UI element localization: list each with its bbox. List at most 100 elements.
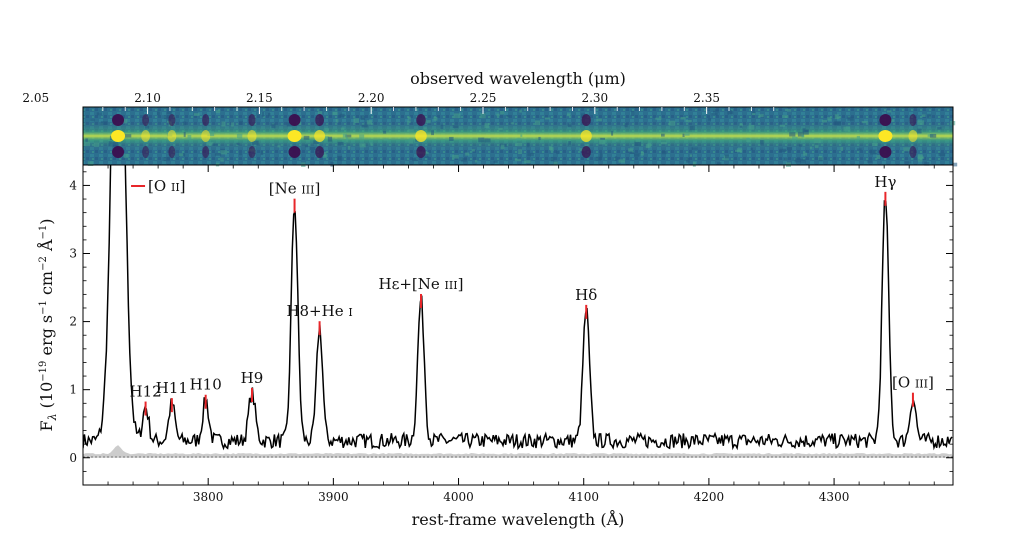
- noise-speckle: [407, 120, 411, 123]
- error-spectrum: [83, 445, 953, 458]
- noise-speckle: [640, 151, 644, 156]
- noise-speckle: [370, 142, 373, 146]
- noise-speckle: [685, 120, 692, 123]
- emission-blob: [908, 130, 918, 142]
- noise-speckle: [519, 109, 522, 113]
- noise-speckle: [498, 128, 503, 130]
- emission-blob: [167, 130, 177, 142]
- noise-speckle: [431, 130, 434, 136]
- noise-speckle: [938, 152, 946, 157]
- noise-speckle: [635, 138, 640, 143]
- noise-speckle: [813, 138, 821, 143]
- y-tick-label: 0: [69, 451, 77, 465]
- noise-speckle: [506, 114, 510, 118]
- noise-speckle: [87, 161, 94, 166]
- x-tick-label: 4200: [694, 490, 725, 504]
- noise-speckle: [794, 158, 801, 163]
- noise-speckle: [340, 127, 345, 130]
- emission-blob: [878, 130, 893, 142]
- noise-speckle: [342, 133, 347, 138]
- noise-speckle: [836, 116, 841, 119]
- noise-speckle: [212, 143, 218, 146]
- negative-trace-blob: [315, 114, 325, 126]
- noise-speckle: [214, 153, 222, 156]
- top-tick-label: 2.20: [358, 91, 385, 105]
- noise-speckle: [121, 118, 128, 124]
- noise-speckle: [927, 113, 932, 118]
- noise-speckle: [332, 111, 338, 116]
- noise-speckle: [789, 132, 796, 137]
- noise-speckle: [834, 122, 841, 125]
- noise-speckle: [645, 144, 650, 149]
- negative-trace-blob: [581, 114, 591, 126]
- noise-speckle: [524, 160, 531, 164]
- emission-blob: [415, 130, 427, 142]
- noise-speckle: [236, 142, 240, 146]
- noise-speckle: [277, 145, 281, 148]
- noise-speckle: [518, 149, 522, 154]
- noise-speckle: [515, 138, 522, 141]
- y-tick-label: 2: [69, 315, 77, 329]
- noise-speckle: [286, 122, 293, 127]
- noise-speckle: [545, 117, 551, 120]
- noise-speckle: [313, 140, 319, 144]
- noise-speckle: [872, 143, 878, 146]
- noise-speckle: [792, 136, 798, 140]
- noise-speckle: [760, 140, 764, 145]
- top-tick-label: 2.15: [246, 91, 273, 105]
- noise-speckle: [433, 117, 438, 121]
- noise-speckle: [889, 119, 894, 122]
- noise-speckle: [553, 161, 558, 166]
- top-tick-label: 2.10: [134, 91, 161, 105]
- noise-speckle: [568, 141, 571, 146]
- x-axis-title: rest-frame wavelength (Å): [412, 509, 625, 529]
- noise-speckle: [268, 113, 271, 117]
- x-tick-label: 4000: [443, 490, 474, 504]
- noise-speckle: [337, 141, 344, 145]
- noise-speckle: [534, 120, 540, 125]
- noise-speckle: [634, 141, 642, 146]
- noise-speckle: [717, 162, 722, 166]
- noise-speckle: [752, 113, 756, 116]
- noise-speckle: [953, 162, 958, 167]
- noise-speckle: [93, 142, 100, 147]
- noise-speckle: [579, 138, 583, 143]
- noise-speckle: [220, 157, 224, 162]
- noise-speckle: [345, 137, 349, 143]
- noise-speckle: [359, 134, 365, 139]
- noise-speckle: [156, 111, 160, 116]
- noise-speckle: [325, 136, 329, 140]
- negative-trace-blob: [142, 146, 150, 158]
- noise-speckle: [424, 120, 431, 124]
- negative-trace-blob: [168, 114, 176, 126]
- noise-speckle: [614, 156, 618, 161]
- noise-speckle: [797, 131, 804, 137]
- noise-speckle: [917, 120, 925, 125]
- noise-speckle: [461, 158, 467, 162]
- noise-speckle: [618, 159, 625, 163]
- noise-speckle: [322, 154, 327, 158]
- negative-trace-blob: [909, 114, 917, 126]
- noise-speckle: [330, 162, 334, 167]
- noise-speckle: [551, 156, 555, 162]
- noise-speckle: [708, 118, 712, 121]
- noise-speckle: [337, 155, 343, 161]
- noise-speckle: [221, 121, 226, 127]
- noise-speckle: [631, 110, 635, 116]
- x-tick-label: 4300: [819, 490, 850, 504]
- noise-speckle: [809, 146, 813, 149]
- noise-speckle: [449, 136, 454, 141]
- negative-trace-blob: [315, 146, 325, 158]
- noise-speckle: [252, 140, 259, 145]
- noise-speckle: [929, 134, 937, 138]
- noise-speckle: [304, 144, 308, 148]
- noise-speckle: [166, 111, 173, 115]
- noise-speckle: [99, 139, 104, 142]
- noise-speckle: [471, 149, 475, 152]
- noise-speckle: [452, 125, 459, 129]
- noise-speckle: [220, 150, 227, 155]
- noise-speckle: [515, 142, 522, 147]
- negative-trace-blob: [909, 146, 917, 158]
- x-tick-label: 4100: [568, 490, 599, 504]
